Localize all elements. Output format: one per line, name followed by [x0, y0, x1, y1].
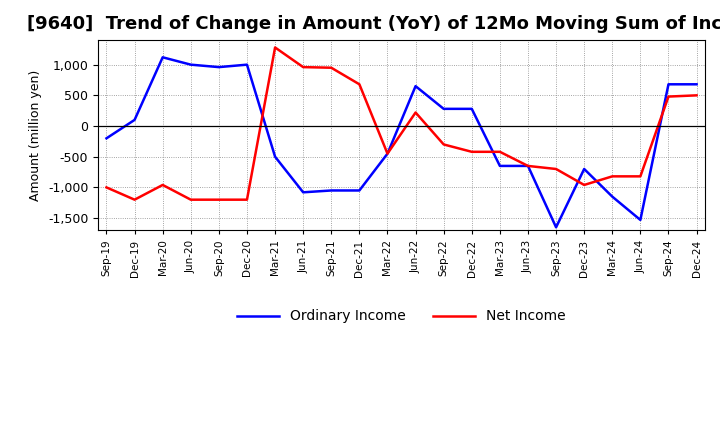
Net Income — [692, 93, 701, 98]
Net Income — [102, 185, 111, 190]
Title: [9640]  Trend of Change in Amount (YoY) of 12Mo Moving Sum of Incomes: [9640] Trend of Change in Amount (YoY) o… — [27, 15, 720, 33]
Ordinary Income — [186, 62, 195, 67]
Net Income — [664, 94, 672, 99]
Ordinary Income — [102, 136, 111, 141]
Net Income — [580, 182, 588, 187]
Net Income — [158, 182, 167, 187]
Net Income — [299, 65, 307, 70]
Net Income — [411, 110, 420, 115]
Ordinary Income — [243, 62, 251, 67]
Ordinary Income — [299, 190, 307, 195]
Net Income — [215, 197, 223, 202]
Ordinary Income — [664, 82, 672, 87]
Net Income — [608, 174, 616, 179]
Line: Net Income: Net Income — [107, 48, 696, 200]
Ordinary Income — [383, 151, 392, 156]
Ordinary Income — [271, 154, 279, 159]
Net Income — [355, 82, 364, 87]
Y-axis label: Amount (million yen): Amount (million yen) — [30, 70, 42, 201]
Net Income — [271, 45, 279, 50]
Net Income — [186, 197, 195, 202]
Ordinary Income — [411, 84, 420, 89]
Ordinary Income — [158, 55, 167, 60]
Ordinary Income — [215, 65, 223, 70]
Net Income — [495, 149, 504, 154]
Ordinary Income — [467, 106, 476, 111]
Ordinary Income — [495, 163, 504, 169]
Net Income — [243, 197, 251, 202]
Net Income — [523, 163, 532, 169]
Ordinary Income — [552, 225, 560, 230]
Ordinary Income — [523, 163, 532, 169]
Net Income — [130, 197, 139, 202]
Line: Ordinary Income: Ordinary Income — [107, 57, 696, 227]
Ordinary Income — [355, 188, 364, 193]
Ordinary Income — [130, 117, 139, 122]
Ordinary Income — [327, 188, 336, 193]
Ordinary Income — [692, 82, 701, 87]
Net Income — [439, 142, 448, 147]
Ordinary Income — [580, 166, 588, 172]
Net Income — [552, 166, 560, 172]
Net Income — [467, 149, 476, 154]
Ordinary Income — [608, 194, 616, 199]
Net Income — [383, 151, 392, 156]
Legend: Ordinary Income, Net Income: Ordinary Income, Net Income — [232, 304, 572, 329]
Net Income — [636, 174, 644, 179]
Ordinary Income — [636, 217, 644, 223]
Net Income — [327, 65, 336, 70]
Ordinary Income — [439, 106, 448, 111]
